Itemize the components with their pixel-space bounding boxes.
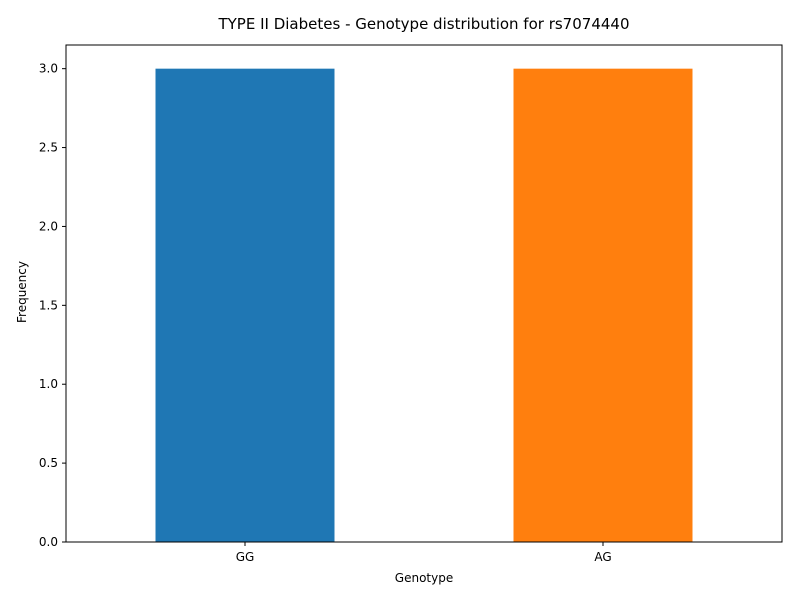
plot-frame	[65, 44, 783, 543]
y-tick-label: 0.0	[39, 535, 58, 549]
y-tick-label: 0.5	[39, 456, 58, 470]
y-tick-label: 3.0	[39, 62, 58, 76]
bar-ag	[513, 68, 693, 543]
y-tick-label: 1.5	[39, 298, 58, 312]
plot-area: 0.0 0.5 1.0 1.5 2.0 2.5 3.0 GG AG	[39, 44, 783, 564]
y-axis-label: Frequency	[15, 261, 29, 323]
y-tick-label: 1.0	[39, 377, 58, 391]
x-axis-label: Genotype	[395, 571, 453, 585]
y-tick-label: 2.5	[39, 141, 58, 155]
chart-title: TYPE II Diabetes - Genotype distribution…	[217, 15, 629, 33]
x-tick-label-ag: AG	[594, 550, 611, 564]
y-tick-label: 2.0	[39, 219, 58, 233]
x-tick-label-gg: GG	[236, 550, 255, 564]
bar-gg	[155, 68, 335, 543]
